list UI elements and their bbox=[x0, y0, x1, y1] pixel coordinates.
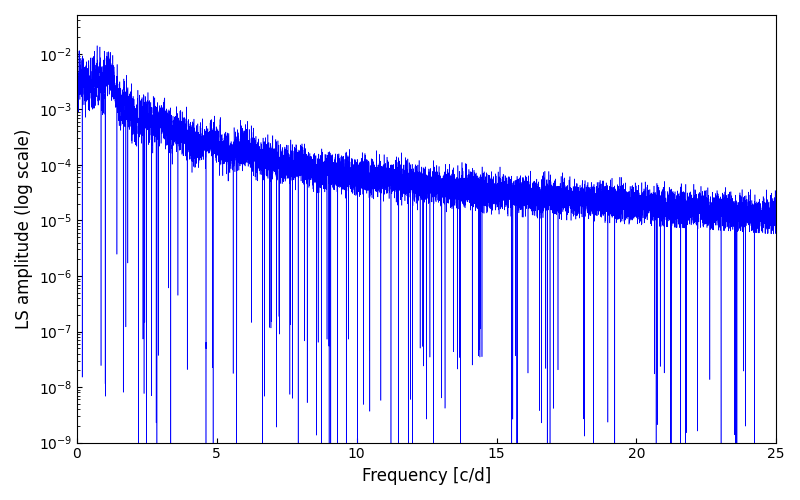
Y-axis label: LS amplitude (log scale): LS amplitude (log scale) bbox=[15, 128, 33, 329]
X-axis label: Frequency [c/d]: Frequency [c/d] bbox=[362, 467, 491, 485]
